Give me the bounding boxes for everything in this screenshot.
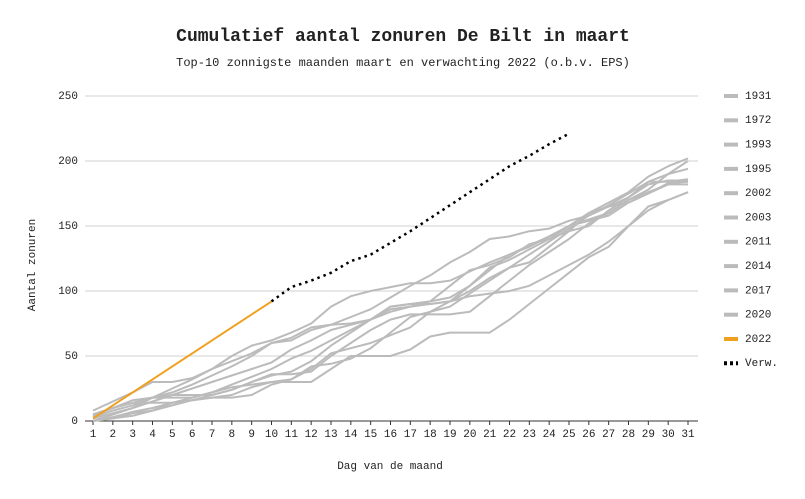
x-tick-label: 20 bbox=[463, 429, 476, 441]
x-tick-label: 18 bbox=[424, 429, 437, 441]
y-tick-label: 150 bbox=[58, 221, 78, 233]
legend-label: 2020 bbox=[745, 310, 771, 322]
x-tick-label: 2 bbox=[110, 429, 117, 441]
y-tick-label: 250 bbox=[58, 91, 78, 103]
legend-label: 2017 bbox=[745, 285, 771, 297]
series-line bbox=[92, 157, 689, 422]
x-tick-label: 10 bbox=[265, 429, 278, 441]
x-tick-label: 28 bbox=[622, 429, 635, 441]
x-tick-label: 25 bbox=[562, 429, 575, 441]
x-tick-label: 24 bbox=[543, 429, 557, 441]
legend-label: 2003 bbox=[745, 212, 771, 224]
y-tick-label: 200 bbox=[58, 156, 78, 168]
x-tick-label: 21 bbox=[483, 429, 497, 441]
series-line bbox=[92, 300, 273, 420]
legend-label: 2011 bbox=[745, 237, 772, 249]
series-line bbox=[92, 183, 688, 422]
x-tick-label: 30 bbox=[662, 429, 675, 441]
series-line bbox=[92, 179, 688, 412]
x-tick-label: 1 bbox=[90, 429, 97, 441]
x-tick-label: 31 bbox=[681, 429, 695, 441]
x-tick-label: 26 bbox=[582, 429, 595, 441]
y-tick-label: 0 bbox=[71, 416, 78, 428]
x-tick-label: 7 bbox=[209, 429, 216, 441]
x-tick-label: 22 bbox=[503, 429, 516, 441]
series-line bbox=[92, 167, 689, 416]
x-tick-label: 13 bbox=[324, 429, 337, 441]
x-tick-label: 15 bbox=[364, 429, 377, 441]
x-tick-label: 11 bbox=[285, 429, 299, 441]
x-tick-label: 27 bbox=[602, 429, 615, 441]
legend-label: 1972 bbox=[745, 115, 771, 127]
x-tick-label: 4 bbox=[149, 429, 156, 441]
x-tick-label: 9 bbox=[248, 429, 255, 441]
y-tick-label: 50 bbox=[65, 351, 78, 363]
legend-label: 2014 bbox=[745, 261, 772, 273]
legend-label: Verw. bbox=[745, 358, 778, 370]
series-line bbox=[92, 160, 689, 417]
x-tick-label: 6 bbox=[189, 429, 196, 441]
chart-title: Cumulatief aantal zonuren De Bilt in maa… bbox=[176, 27, 630, 47]
x-tick-label: 17 bbox=[404, 429, 417, 441]
x-tick-label: 12 bbox=[305, 429, 318, 441]
x-tick-label: 3 bbox=[129, 429, 136, 441]
x-tick-label: 29 bbox=[642, 429, 655, 441]
y-tick-label: 100 bbox=[58, 286, 78, 298]
chart-subtitle: Top-10 zonnigste maanden maart en verwac… bbox=[176, 56, 630, 70]
x-tick-label: 14 bbox=[344, 429, 358, 441]
x-axis-label: Dag van de maand bbox=[337, 461, 443, 473]
legend-label: 1931 bbox=[745, 91, 772, 103]
x-tick-label: 8 bbox=[229, 429, 236, 441]
y-axis-label: Aantal zonuren bbox=[27, 219, 39, 311]
x-tick-label: 5 bbox=[169, 429, 176, 441]
legend-label: 1995 bbox=[745, 164, 771, 176]
series-line bbox=[92, 179, 689, 420]
legend-label: 2002 bbox=[745, 188, 771, 200]
series-line bbox=[92, 178, 689, 419]
legend-label: 1993 bbox=[745, 140, 771, 152]
series-line bbox=[270, 132, 570, 303]
x-tick-label: 16 bbox=[384, 429, 397, 441]
legend-label: 2022 bbox=[745, 334, 771, 346]
x-tick-label: 23 bbox=[523, 429, 536, 441]
series-line bbox=[92, 191, 689, 422]
x-tick-label: 19 bbox=[443, 429, 456, 441]
